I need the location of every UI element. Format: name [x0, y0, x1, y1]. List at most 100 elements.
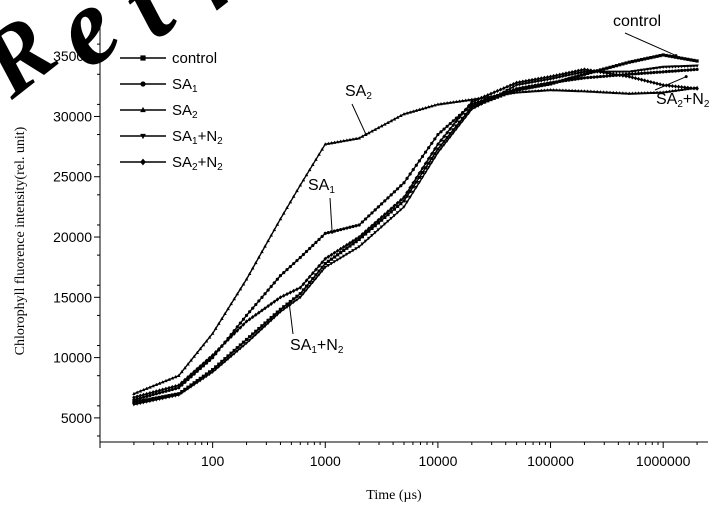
- series-marker: [627, 60, 631, 64]
- series-marker: [248, 335, 252, 339]
- series-marker: [579, 71, 584, 75]
- series-marker: [567, 88, 571, 92]
- series-marker: [514, 83, 519, 88]
- series-marker: [667, 89, 672, 93]
- legend-label: SA2: [172, 102, 198, 121]
- series-marker: [680, 56, 684, 60]
- series-marker: [457, 123, 462, 127]
- series-marker: [285, 205, 289, 209]
- series-marker: [595, 75, 599, 79]
- y-tick-label: 35000: [53, 48, 92, 64]
- series-marker: [414, 108, 419, 112]
- series-marker: [426, 166, 431, 170]
- series-marker: [608, 71, 612, 76]
- series-marker: [686, 85, 690, 90]
- series-marker: [238, 343, 242, 347]
- series-marker: [679, 85, 684, 90]
- series-marker: [505, 84, 509, 89]
- series-marker: [250, 266, 255, 270]
- series-marker: [646, 71, 650, 75]
- series-marker: [348, 244, 352, 248]
- series-marker: [636, 76, 641, 82]
- series-marker: [263, 306, 267, 311]
- series-marker: [517, 90, 522, 94]
- series-marker: [198, 346, 203, 351]
- series-marker: [605, 66, 609, 70]
- series-marker: [686, 68, 690, 72]
- series-marker: [244, 341, 249, 346]
- series-marker: [451, 119, 455, 123]
- series-marker: [576, 74, 580, 78]
- series-marker: [692, 86, 696, 91]
- series-marker: [332, 229, 337, 233]
- series-marker: [278, 295, 283, 300]
- series-marker: [295, 258, 299, 263]
- series-marker: [405, 176, 409, 180]
- series-marker: [411, 109, 416, 113]
- series-marker: [323, 265, 328, 270]
- series-marker: [386, 120, 390, 124]
- series-marker: [479, 95, 484, 100]
- series-marker: [686, 57, 690, 61]
- series-marker: [241, 322, 246, 327]
- series-marker: [521, 89, 525, 94]
- series-marker: [420, 166, 425, 171]
- series-marker: [144, 386, 149, 390]
- series-marker: [263, 324, 267, 328]
- series-marker: [451, 128, 455, 132]
- series-marker: [567, 78, 571, 82]
- series-marker: [138, 399, 142, 403]
- series-marker: [598, 74, 603, 79]
- series-marker: [370, 234, 374, 238]
- series-marker: [135, 390, 139, 394]
- series-marker: [367, 226, 371, 231]
- series-marker: [530, 81, 534, 85]
- legend-label: SA1: [172, 76, 198, 95]
- series-marker: [646, 79, 650, 84]
- series-marker: [567, 70, 571, 75]
- series-marker: [579, 89, 584, 93]
- series-marker: [527, 81, 531, 85]
- series-marker: [408, 172, 412, 176]
- series-marker: [354, 240, 358, 244]
- series-marker: [332, 260, 337, 264]
- series-marker: [392, 203, 397, 208]
- series-marker: [223, 340, 227, 345]
- series-marker: [254, 312, 258, 317]
- series-marker: [426, 105, 431, 109]
- series-marker: [551, 88, 556, 92]
- series-marker: [518, 86, 522, 90]
- series-marker: [530, 77, 534, 83]
- series-marker: [564, 88, 568, 92]
- y-tick-label: 15000: [53, 289, 92, 305]
- series-marker: [161, 395, 165, 399]
- series-marker: [640, 71, 644, 75]
- series-marker: [545, 75, 550, 80]
- series-marker: [395, 204, 400, 208]
- series-marker: [229, 334, 233, 339]
- series-marker: [433, 137, 437, 141]
- series-marker: [345, 246, 349, 250]
- series-marker: [630, 75, 635, 80]
- series-marker: [664, 89, 669, 94]
- series-marker: [351, 249, 355, 253]
- series-marker: [554, 88, 559, 92]
- series-marker: [269, 284, 273, 289]
- series-marker: [408, 185, 412, 190]
- series-marker: [241, 282, 246, 286]
- series-marker: [164, 396, 168, 400]
- series-marker: [402, 205, 406, 209]
- series-marker: [636, 71, 641, 76]
- series-marker: [266, 304, 270, 309]
- series-marker: [298, 296, 303, 300]
- series-marker: [430, 141, 434, 145]
- series-marker: [605, 74, 609, 78]
- series-marker: [351, 224, 355, 229]
- series-marker: [269, 301, 273, 306]
- series-marker: [278, 310, 283, 314]
- series-marker: [430, 156, 434, 161]
- series-marker: [618, 63, 622, 67]
- series-marker: [627, 74, 632, 79]
- series-marker: [263, 292, 267, 296]
- series-marker: [624, 74, 628, 79]
